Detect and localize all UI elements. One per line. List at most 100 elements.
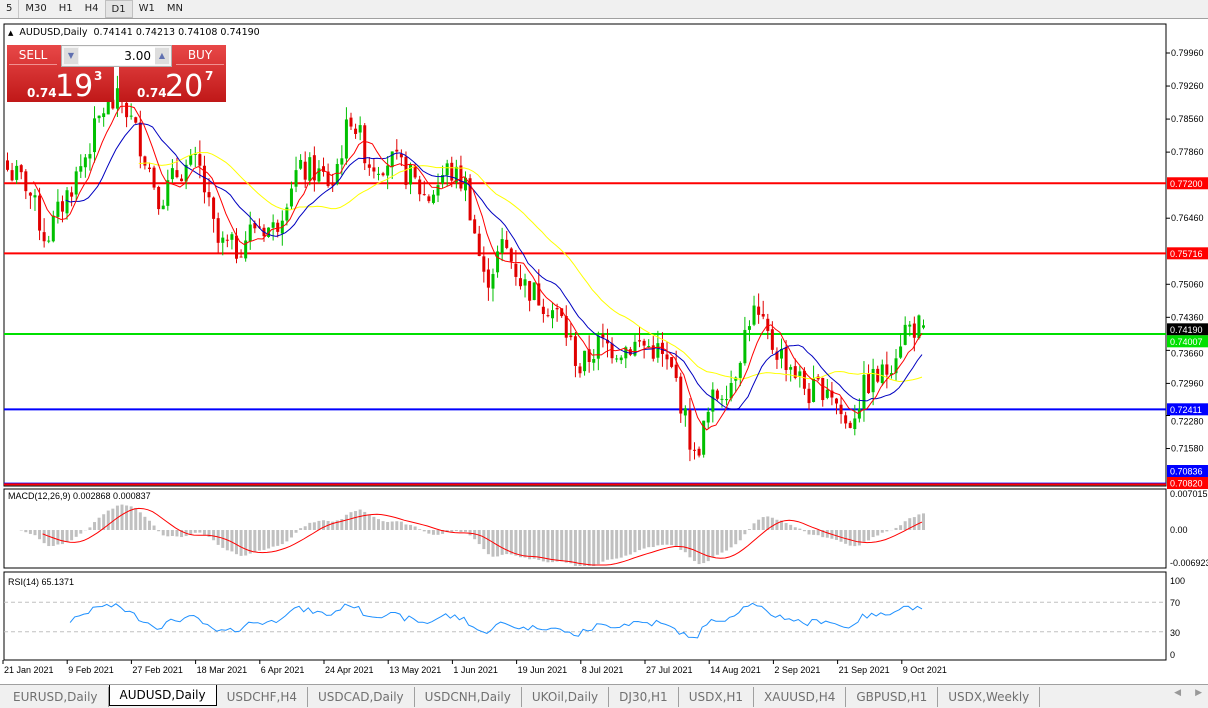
chart-canvas[interactable]: 0.79960 0.79260 0.78560 0.77860 0.77200 0.764… [0, 0, 1208, 684]
candle-body [161, 205, 165, 210]
candle-body [564, 316, 568, 338]
time-axis-label: 14 Aug 2021 [710, 665, 761, 675]
candle-body [93, 118, 97, 153]
time-axis-label: 18 Mar 2021 [197, 665, 248, 675]
macd-bar [793, 527, 797, 530]
candle-body [47, 240, 51, 242]
candle-body [862, 374, 866, 409]
macd-bar [766, 516, 770, 530]
chart-tab[interactable]: EURUSD,Daily [3, 687, 109, 707]
chart-tab[interactable]: DJ30,H1 [609, 687, 679, 707]
macd-bar [619, 530, 623, 558]
macd-bar [253, 530, 257, 553]
candle-body [225, 239, 229, 241]
candle-body [102, 113, 106, 118]
current-price-label: 0.74190 [1170, 325, 1203, 335]
candle-body [592, 359, 596, 363]
level-price-label: 0.70820 [1170, 479, 1203, 489]
ma-slow-line [138, 151, 923, 383]
timeframe-h1[interactable]: H1 [58, 3, 73, 14]
candle-body [633, 341, 637, 356]
chart-tab[interactable]: USDCNH,Daily [415, 687, 522, 707]
collapse-triangle-icon[interactable]: ▲ [8, 28, 14, 37]
macd-bar [555, 530, 559, 562]
candle-body [83, 157, 87, 168]
main-pane-frame [3, 23, 1167, 487]
chart-tab[interactable]: USDX,H1 [679, 687, 755, 707]
candle-body [42, 232, 46, 242]
macd-bar [79, 530, 83, 534]
candle-body [917, 315, 921, 339]
macd-bar [477, 530, 481, 545]
candle-body [404, 156, 408, 185]
macd-bar [198, 530, 202, 533]
price-axis-label: 0.79960 [1171, 48, 1204, 58]
lot-size-stepper[interactable]: ▼ 3.00 ▲ [61, 45, 172, 67]
chart-tab[interactable]: AUDUSD,Daily [108, 685, 217, 706]
scroll-right-icon[interactable]: ▶ [1195, 688, 1202, 698]
macd-bar [294, 530, 298, 533]
lot-size-input[interactable]: 3.00 [79, 47, 155, 65]
price-axis-label: 0.73660 [1171, 348, 1204, 358]
macd-bar [299, 528, 303, 530]
macd-bar [271, 530, 275, 547]
macd-bar [363, 511, 367, 530]
timeframe-w1[interactable]: W1 [138, 3, 155, 14]
macd-bar [601, 530, 605, 562]
candle-body [780, 348, 784, 359]
macd-bar [834, 530, 838, 540]
candle-body [628, 349, 632, 355]
candle-body [381, 173, 385, 176]
candle-body [848, 422, 852, 428]
level-price-label: 0.70836 [1170, 467, 1203, 477]
current-price-tag [1167, 323, 1208, 336]
macd-bar [47, 530, 51, 547]
macd-bar [583, 530, 587, 566]
candle-body [867, 373, 871, 394]
macd-bar [867, 530, 871, 541]
macd-bar [725, 530, 729, 551]
timeframe-5[interactable]: 5 [6, 3, 13, 14]
macd-bar [573, 530, 577, 566]
chart-tab[interactable]: XAUUSD,H4 [754, 687, 847, 707]
chart-tab[interactable]: UKOil,Daily [522, 687, 610, 707]
candle-body [138, 122, 142, 157]
candle-body [97, 115, 101, 119]
macd-bar [147, 520, 151, 530]
candle-body [518, 278, 522, 287]
candle-body [500, 239, 504, 253]
candle-body [65, 190, 69, 214]
candle-body [789, 367, 793, 370]
price-axis-label: 0.79260 [1171, 81, 1204, 91]
chart-tab[interactable]: USDCHF,H4 [217, 687, 309, 707]
macd-bar [340, 519, 344, 530]
timeframe-d1[interactable]: D1 [104, 0, 133, 18]
macd-bar [509, 530, 513, 555]
macd-bar [706, 530, 710, 562]
timeframe-mn[interactable]: MN [166, 3, 183, 14]
candle-body [885, 364, 889, 375]
timeframe-m30[interactable]: M30 [18, 0, 52, 18]
decrease-arrow-icon[interactable]: ▼ [64, 48, 78, 64]
candle-body [601, 334, 605, 338]
candle-body [679, 376, 683, 414]
candle-body [729, 382, 733, 399]
candle-body [532, 282, 536, 301]
time-axis-label: 13 May 2021 [389, 665, 441, 675]
candle-body [134, 117, 138, 123]
candle-body [335, 164, 339, 185]
chart-tab[interactable]: GBPUSD,H1 [846, 687, 939, 707]
candle-body [386, 165, 390, 176]
scroll-left-icon[interactable]: ◀ [1174, 688, 1182, 698]
candle-body [541, 306, 545, 314]
chart-tab[interactable]: USDX,Weekly [938, 687, 1041, 707]
candle-body [688, 410, 692, 450]
chart-tab[interactable]: USDCAD,Daily [308, 687, 415, 707]
candle-body [202, 165, 206, 193]
increase-arrow-icon[interactable]: ▲ [155, 48, 169, 64]
candle-body [184, 164, 188, 182]
candle-body [573, 336, 577, 366]
timeframe-h4[interactable]: H4 [84, 3, 99, 14]
candle-body [326, 171, 330, 186]
macd-bar [248, 530, 252, 554]
